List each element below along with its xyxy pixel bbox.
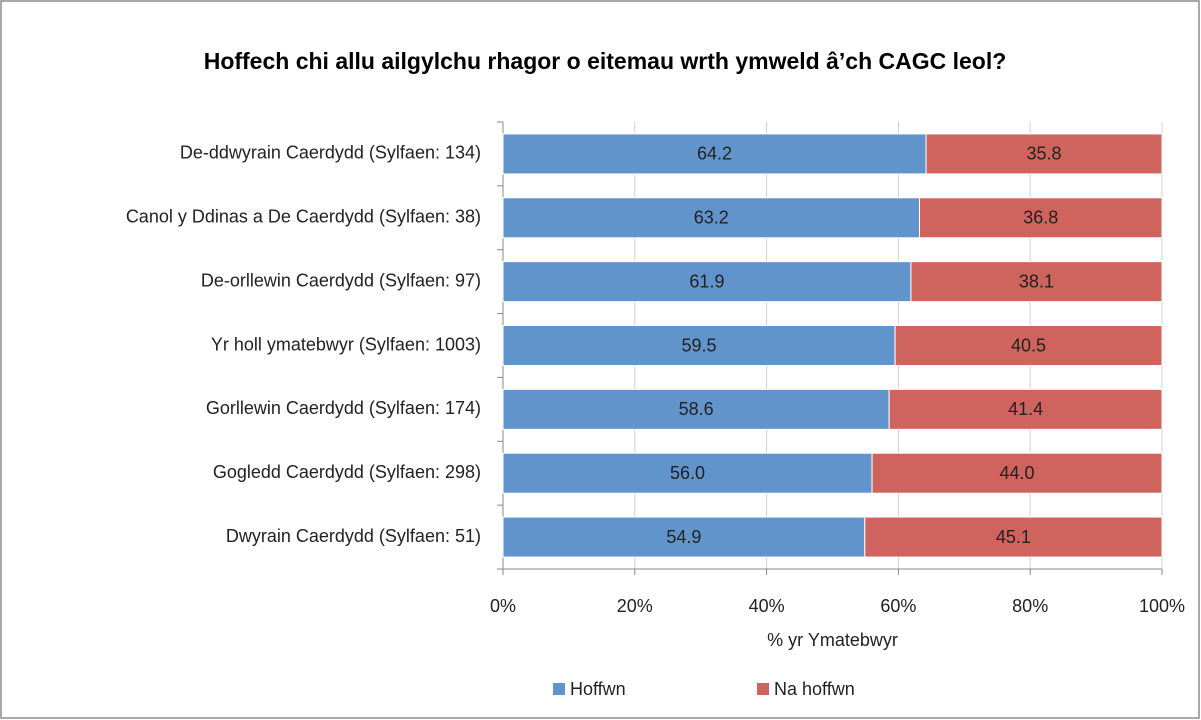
x-tick-label: 0%	[490, 596, 516, 616]
legend-swatch	[553, 683, 565, 695]
data-label: 44.0	[999, 463, 1034, 483]
y-tick-label: De-ddwyrain Caerdydd (Sylfaen: 134)	[180, 143, 481, 163]
data-label: 61.9	[689, 271, 724, 291]
bar-segment	[502, 516, 866, 558]
data-label: 56.0	[670, 463, 705, 483]
data-label: 35.8	[1027, 144, 1062, 164]
x-tick-label: 80%	[1012, 596, 1048, 616]
y-tick-label: Dwyrain Caerdydd (Sylfaen: 51)	[226, 526, 481, 546]
data-label: 63.2	[694, 208, 729, 228]
bar-segment	[864, 516, 1163, 558]
data-label: 45.1	[996, 527, 1031, 547]
data-label: 40.5	[1011, 335, 1046, 355]
bar-segment	[910, 261, 1163, 303]
y-tick-label: Yr holl ymatebwyr (Sylfaen: 1003)	[211, 334, 481, 354]
x-tick-label: 20%	[617, 596, 653, 616]
data-label: 64.2	[697, 144, 732, 164]
bar-segment	[502, 197, 920, 239]
bar-segment	[888, 388, 1163, 430]
bar-segment	[871, 452, 1163, 494]
chart-title: Hoffech chi allu ailgylchu rhagor o eite…	[203, 48, 1007, 74]
bar-segment	[502, 325, 896, 366]
bar-segment	[925, 133, 1163, 175]
bar-segment	[502, 452, 873, 494]
x-tick-label: 40%	[749, 596, 785, 616]
data-label: 36.8	[1023, 208, 1058, 228]
data-label: 54.9	[666, 527, 701, 547]
bar-segment	[918, 197, 1163, 239]
x-axis-label: % yr Ymatebwyr	[767, 630, 898, 650]
x-tick-label: 100%	[1139, 596, 1185, 616]
y-tick-label: Gogledd Caerdydd (Sylfaen: 298)	[213, 462, 481, 482]
legend-swatch	[757, 683, 769, 695]
legend-label: Hoffwn	[570, 679, 626, 699]
y-tick-label: Gorllewin Caerdydd (Sylfaen: 174)	[206, 398, 481, 418]
y-tick-label: Canol y Ddinas a De Caerdydd (Sylfaen: 3…	[126, 207, 481, 227]
data-label: 41.4	[1008, 399, 1043, 419]
data-label: 58.6	[679, 399, 714, 419]
legend-label: Na hoffwn	[774, 679, 855, 699]
bar-segment	[502, 388, 890, 430]
data-label: 38.1	[1019, 271, 1054, 291]
x-tick-label: 60%	[880, 596, 916, 616]
data-label: 59.5	[682, 335, 717, 355]
bar-segment	[894, 325, 1163, 366]
bar-segment	[502, 261, 912, 303]
y-tick-label: De-orllewin Caerdydd (Sylfaen: 97)	[201, 270, 481, 290]
